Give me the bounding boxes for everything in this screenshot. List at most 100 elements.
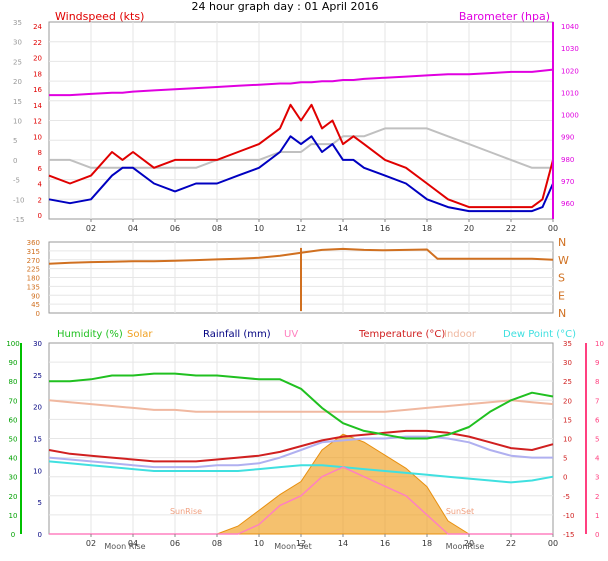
- rainfall-tick-label: 20: [33, 404, 42, 412]
- barometer-tick-label: 1040: [561, 23, 579, 31]
- direction-tick-label: 225: [27, 266, 40, 274]
- rainfall-tick-label: 10: [33, 467, 42, 475]
- wind-barometer-series: [48, 68, 554, 213]
- humidity-tick-label: 90: [9, 359, 18, 367]
- windspeed-line: [48, 103, 554, 209]
- windspeed-tick-label: 16: [33, 86, 42, 94]
- x-tick-label: 08: [212, 224, 222, 233]
- humidity-tick-label: 50: [9, 436, 18, 444]
- legend-label: UV: [284, 329, 298, 340]
- direction-tick-label: 135: [27, 283, 40, 291]
- rainfall-tick-label: 5: [38, 499, 42, 507]
- barometer-tick-label: 1020: [561, 67, 579, 75]
- light-blue-series-line: [48, 435, 553, 469]
- uv-tick-label: 3: [595, 474, 599, 482]
- direction-compass-label: W: [558, 254, 569, 267]
- wind-barometer-panel: Windspeed (kts) Barometer (hpa) 35302520…: [13, 10, 579, 233]
- barometer-line: [49, 68, 554, 97]
- x-tick-label: 00: [548, 539, 558, 548]
- x-tick-label: 12: [296, 224, 306, 233]
- outer-left-tick-label: 30: [13, 39, 22, 47]
- wind-barometer-grid: [49, 22, 553, 219]
- astro-label: MoonRise: [446, 542, 485, 551]
- temperature-tick-label: -15: [563, 531, 574, 539]
- humidity-tick-label: 60: [9, 416, 18, 424]
- temperature-line: [48, 429, 554, 463]
- x-tick-label: 22: [506, 224, 516, 233]
- uv-tick-label: 7: [595, 397, 599, 405]
- x-tick-label: 18: [422, 539, 432, 548]
- direction-tick-label: 0: [36, 310, 40, 318]
- wind-direction-line: [48, 247, 554, 265]
- legend-label: Temperature (°C): [358, 329, 445, 340]
- humidity-tick-label: 30: [9, 474, 18, 482]
- humidity-tick-label: 0: [11, 531, 15, 539]
- windspeed-tick-label: 0: [38, 212, 42, 220]
- windspeed-tick-label: 18: [33, 70, 42, 78]
- windspeed-tick-label: 6: [38, 165, 43, 173]
- windspeed-tick-label: 20: [33, 55, 42, 63]
- uv-tick-label: 4: [595, 455, 600, 463]
- windspeed-tick-label: 12: [33, 118, 42, 126]
- indoor-temp-line: [48, 399, 554, 413]
- humidity-temp-panel: Humidity (%) Solar Rainfall (mm) UV Temperat…: [6, 329, 604, 551]
- direction-tick-label: 315: [27, 248, 40, 256]
- x-tick-label: 10: [254, 539, 264, 548]
- temperature-tick-label: 15: [563, 416, 572, 424]
- humidity-temp-ticks: 1009080706050403020100302520151050353025…: [6, 340, 604, 551]
- x-tick-label: 16: [380, 539, 390, 548]
- rainfall-tick-label: 30: [33, 340, 42, 348]
- temperature-tick-label: 0: [563, 474, 567, 482]
- temperature-tick-label: 20: [563, 397, 572, 405]
- outer-left-tick-label: 15: [13, 98, 22, 106]
- astro-label: Moon Set: [274, 542, 311, 551]
- humidity-tick-label: 40: [9, 455, 18, 463]
- barometer-tick-label: 980: [561, 156, 574, 164]
- uv-tick-label: 5: [595, 436, 599, 444]
- direction-tick-label: 270: [27, 257, 40, 265]
- barometer-tick-label: 1000: [561, 112, 579, 120]
- windspeed-tick-label: 22: [33, 39, 42, 47]
- x-tick-label: 14: [338, 539, 348, 548]
- direction-compass-label: E: [558, 289, 565, 302]
- outer-left-tick-label: 5: [13, 137, 17, 145]
- x-tick-label: 18: [422, 224, 432, 233]
- wind-barometer-ticks: 35302520151050-5-10-15242220181614121086…: [13, 19, 579, 233]
- direction-tick-label: 45: [31, 301, 40, 309]
- windspeed-tick-label: 8: [38, 149, 42, 157]
- direction-tick-label: 90: [31, 292, 40, 300]
- temperature-tick-label: 30: [563, 359, 572, 367]
- legend-label: Dew Point (°C): [503, 329, 576, 340]
- uv-tick-label: 1: [595, 512, 599, 520]
- barometer-label: Barometer (hpa): [459, 10, 550, 23]
- x-tick-label: 12: [296, 539, 306, 548]
- barometer-tick-label: 990: [561, 134, 574, 142]
- x-tick-label: 16: [380, 224, 390, 233]
- windspeed-tick-label: 24: [33, 23, 42, 31]
- uv-tick-label: 10: [595, 340, 604, 348]
- x-tick-label: 02: [86, 224, 96, 233]
- humidity-temp-legend: Humidity (%) Solar Rainfall (mm) UV Temperat…: [57, 329, 576, 340]
- humidity-tick-label: 20: [9, 493, 18, 501]
- windspeed-tick-label: 10: [33, 133, 42, 141]
- astro-label: SunSet: [446, 507, 474, 516]
- x-tick-label: 04: [128, 539, 138, 548]
- rainfall-tick-label: 25: [33, 372, 42, 380]
- wind-direction-series: [48, 247, 554, 312]
- astro-label: SunRise: [170, 507, 202, 516]
- uv-tick-label: 8: [595, 378, 599, 386]
- outer-left-tick-label: 35: [13, 19, 22, 27]
- legend-label: Humidity (%): [57, 329, 123, 340]
- x-tick-label: 02: [86, 539, 96, 548]
- uv-tick-label: 2: [595, 493, 599, 501]
- rainfall-tick-label: 15: [33, 436, 42, 444]
- direction-tick-label: 180: [27, 275, 40, 283]
- legend-label: Solar: [127, 329, 153, 340]
- barometer-tick-label: 970: [561, 178, 574, 186]
- outer-left-tick-label: -5: [13, 177, 20, 185]
- temperature-tick-label: 35: [563, 340, 572, 348]
